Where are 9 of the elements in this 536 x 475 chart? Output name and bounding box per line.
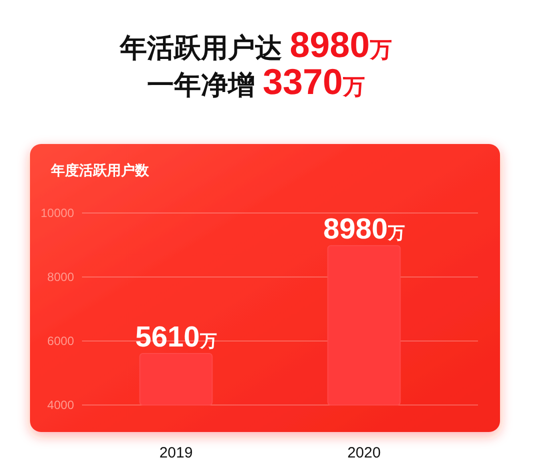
y-tick-label: 10000 — [40, 206, 74, 220]
y-tick-label: 6000 — [47, 334, 74, 348]
y-tick-label: 4000 — [47, 398, 74, 412]
y-axis-title: 年度活跃用户数 — [50, 162, 150, 178]
x-tick-label: 2019 — [159, 444, 193, 462]
y-tick-label: 8000 — [47, 270, 74, 284]
data-label: 5610万 — [135, 321, 217, 354]
data-label: 8980万 — [323, 214, 405, 246]
x-tick-label: 2020 — [347, 444, 381, 462]
